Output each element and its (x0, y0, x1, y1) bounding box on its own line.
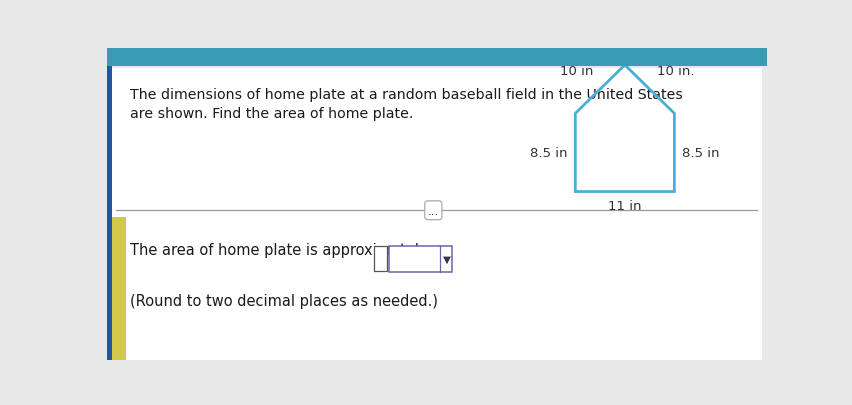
FancyBboxPatch shape (112, 69, 762, 360)
FancyBboxPatch shape (106, 49, 767, 67)
Text: 8.5 in: 8.5 in (682, 147, 720, 160)
FancyBboxPatch shape (389, 246, 452, 273)
Text: 10 in: 10 in (560, 65, 593, 78)
FancyBboxPatch shape (374, 247, 387, 272)
Text: 8.5 in: 8.5 in (530, 147, 567, 160)
Text: 11 in: 11 in (608, 200, 642, 213)
Text: 10 in.: 10 in. (657, 65, 694, 78)
Text: ▼: ▼ (442, 254, 451, 264)
Text: (Round to two decimal places as needed.): (Round to two decimal places as needed.) (130, 293, 438, 308)
Text: ...: ... (428, 204, 439, 217)
Text: The dimensions of home plate at a random baseball field in the United States: The dimensions of home plate at a random… (130, 87, 682, 102)
FancyBboxPatch shape (112, 217, 126, 360)
FancyBboxPatch shape (106, 49, 112, 360)
Text: are shown. Find the area of home plate.: are shown. Find the area of home plate. (130, 106, 413, 120)
Text: The area of home plate is approximately: The area of home plate is approximately (130, 242, 427, 257)
